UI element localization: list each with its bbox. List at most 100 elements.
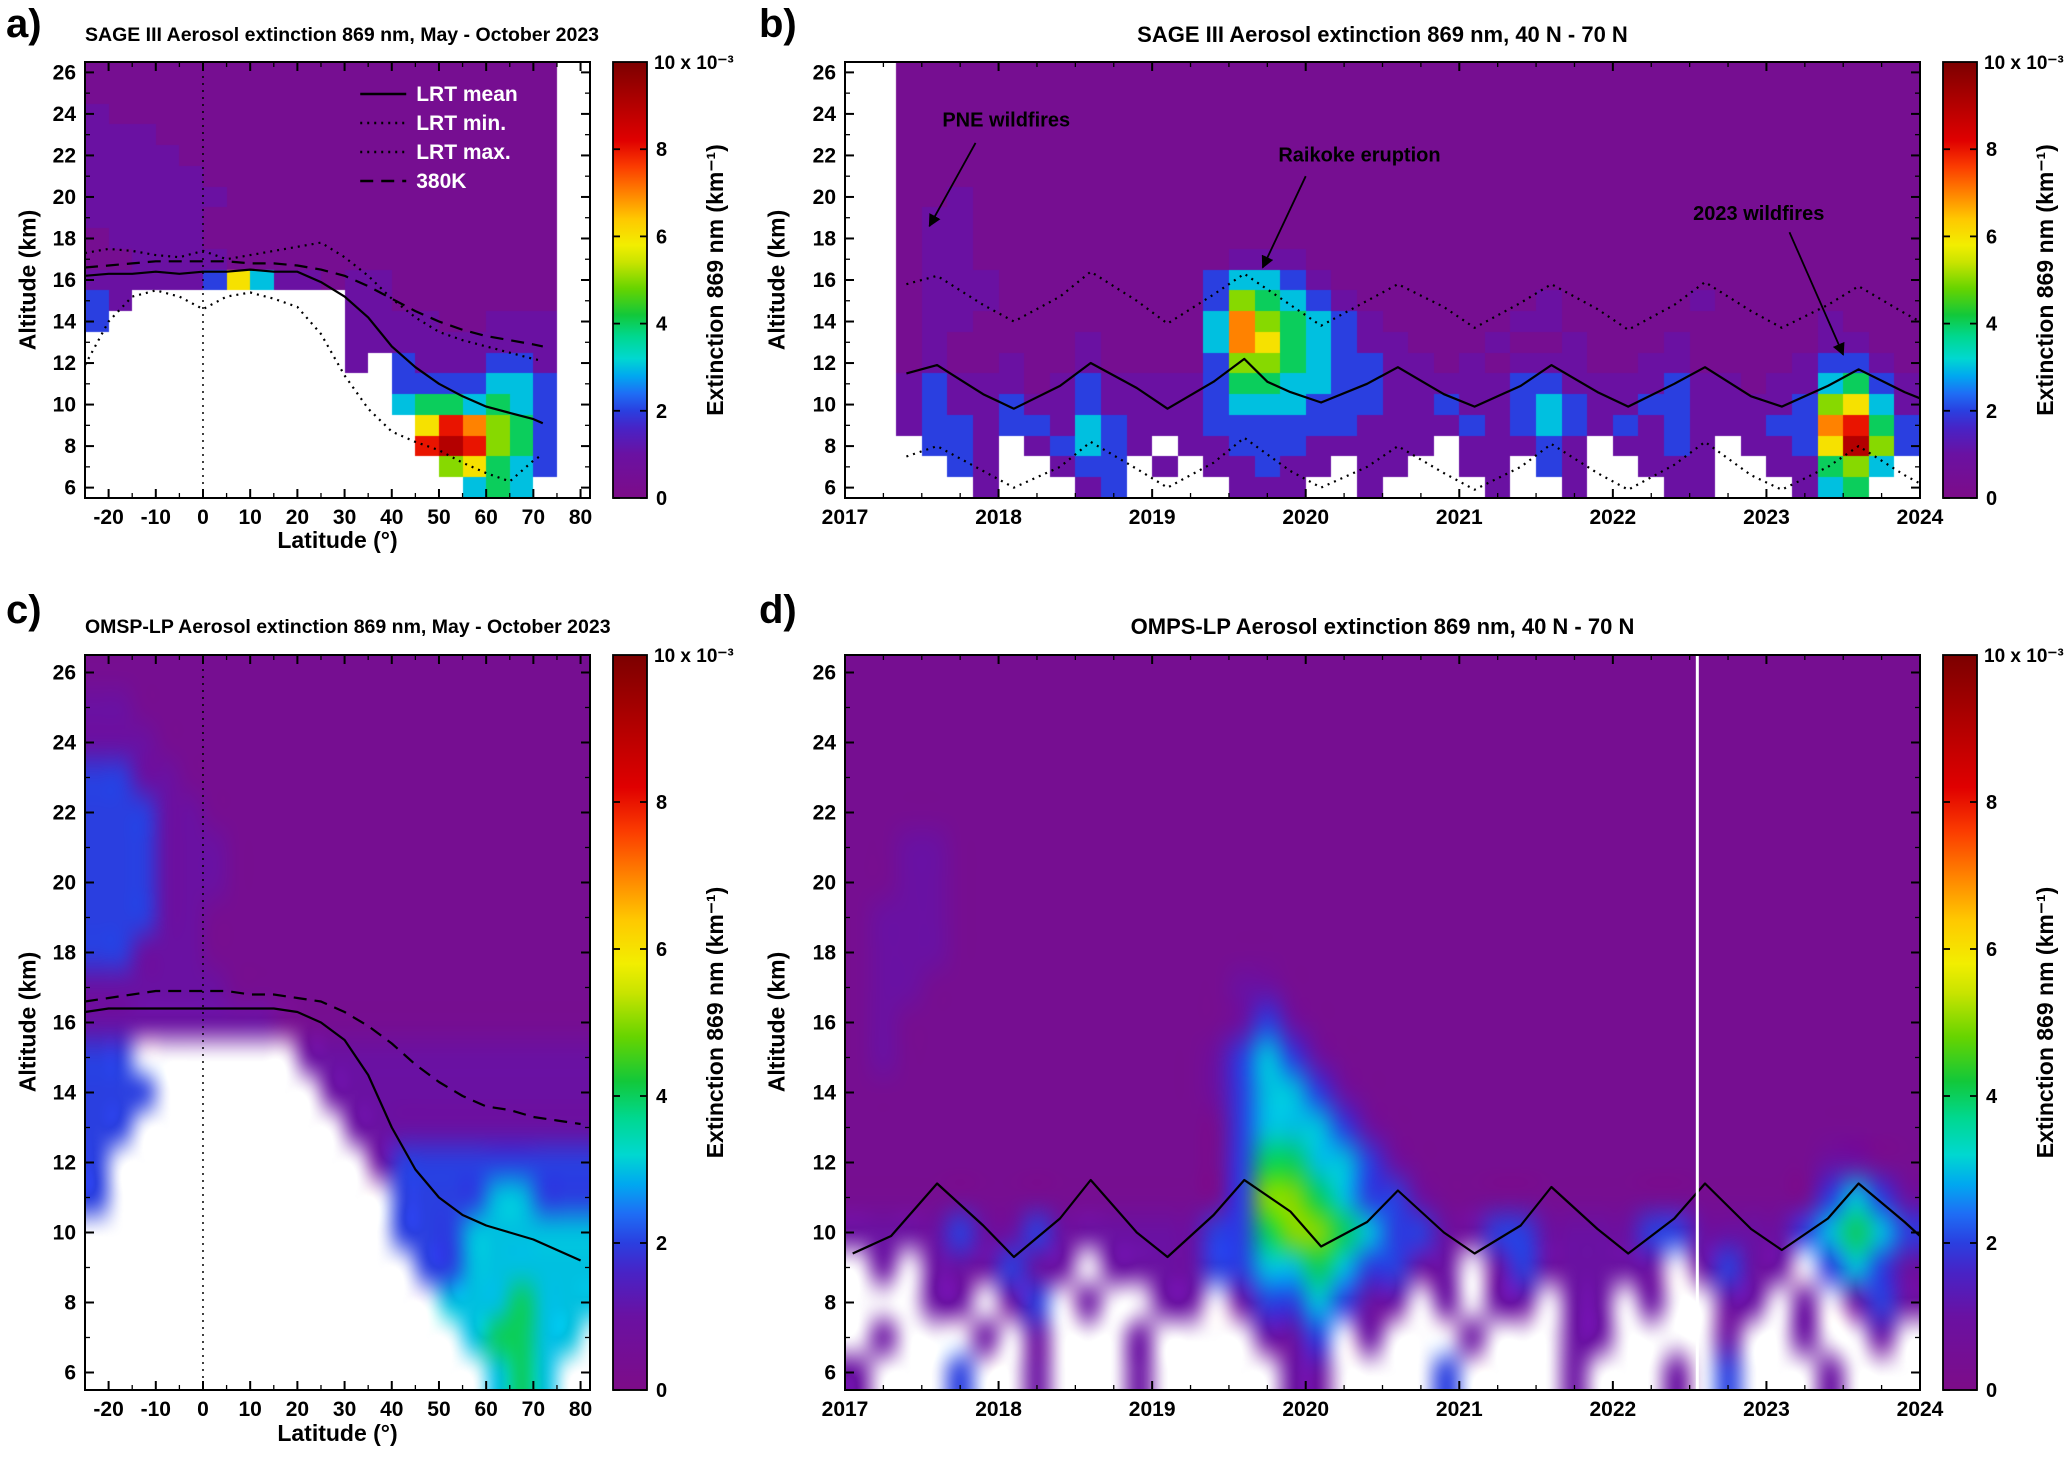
legend-label: LRT max. (416, 141, 511, 164)
colorbar-unit-label: Extinction 869 nm (km⁻¹) (702, 887, 728, 1159)
y-tick-label: 20 (53, 186, 76, 209)
y-tick-label: 12 (813, 1152, 836, 1175)
x-tick-label: 2024 (1897, 1398, 1944, 1421)
panel-letter-d: d) (759, 588, 797, 632)
y-tick-label: 22 (53, 144, 76, 167)
axis-ticks: -20 -10 0 10 20 30 40 50 60 70 80 6 8 10 12 14 16 18 20 22 2… (53, 655, 592, 1421)
annotation-label: Raikoke eruption (1278, 145, 1440, 167)
x-tick-label: 30 (333, 1398, 356, 1421)
y-tick-label: 24 (53, 732, 77, 755)
colorbar-tick-label: 6 (656, 939, 667, 961)
data-lines (906, 270, 1920, 491)
y-tick-label: 14 (53, 1082, 77, 1105)
y-tick-label: 10 (53, 1222, 76, 1245)
LRT mean-line (85, 268, 544, 425)
heatmap-canvas-d (845, 655, 1920, 1390)
legend-label: LRT mean (416, 83, 518, 106)
x-tick-label: 2019 (1129, 1398, 1176, 1421)
x-tick-label: 60 (474, 1398, 497, 1421)
x-tick-label: 0 (197, 506, 209, 529)
x-tick-label: 2017 (822, 1398, 869, 1421)
y-tick-label: 26 (53, 662, 76, 685)
x-tick-label: 50 (427, 1398, 450, 1421)
x-tick-label: 2022 (1589, 506, 1636, 529)
x-tick-label: 2021 (1436, 506, 1483, 529)
panel-title-b: SAGE III Aerosol extinction 869 nm, 40 N… (1137, 22, 1628, 47)
x-tick-label: 80 (569, 506, 592, 529)
colorbar-unit-label: Extinction 869 nm (km⁻¹) (702, 144, 728, 416)
y-tick-label: 20 (813, 186, 836, 209)
LRT mean-line (906, 357, 1920, 410)
heatmap-canvas-a (85, 62, 590, 498)
data-lines (852, 655, 1920, 1390)
y-tick-label: 16 (813, 1012, 836, 1035)
y-tick-label: 8 (64, 435, 76, 458)
y-tick-label: 10 (53, 394, 76, 417)
colorbar-tick-label: 8 (1986, 792, 1997, 814)
y-tick-label: 18 (813, 942, 837, 965)
colorbar-tick-label: 8 (656, 139, 667, 161)
y-tick-label: 6 (64, 477, 76, 500)
colorbar-unit-label: Extinction 869 nm (km⁻¹) (2032, 144, 2058, 416)
colorbar-tick-label: 6 (656, 226, 667, 248)
x-tick-label: 2022 (1589, 1398, 1636, 1421)
panel-c: c) OMSP-LP Aerosol extinction 869 nm, Ma… (0, 580, 745, 1474)
x-tick-label: 70 (522, 1398, 545, 1421)
x-tick-label: 2019 (1129, 506, 1176, 529)
x-tick-label: 0 (197, 1398, 209, 1421)
heatmap-canvas-c (85, 655, 590, 1390)
colorbar-top-label: 10 x 10⁻³ (1984, 53, 2064, 74)
y-tick-label: 22 (813, 802, 836, 825)
y-tick-label: 18 (53, 942, 77, 965)
colorbar-tick-label: 8 (1986, 139, 1997, 161)
colorbar-tick-label: 2 (1986, 1233, 1997, 1255)
y-tick-label: 18 (813, 227, 837, 250)
panel-letter-c: c) (6, 588, 42, 632)
x-tick-label: 2020 (1282, 1398, 1329, 1421)
y-tick-label: 24 (813, 103, 837, 126)
colorbar-tick-label: 6 (1986, 226, 1997, 248)
LRT mean-line (85, 1007, 582, 1262)
x-tick-label: 20 (286, 1398, 309, 1421)
x-tick-label: 50 (427, 506, 450, 529)
y-tick-label: 26 (813, 61, 836, 84)
y-tick-label: 22 (813, 144, 836, 167)
y-tick-label: 26 (53, 61, 76, 84)
colorbar-tick-label: 4 (656, 314, 668, 336)
y-tick-label: 12 (813, 352, 836, 375)
380K-line (85, 989, 581, 1126)
axis-ticks: -20 -10 0 10 20 30 40 50 60 70 80 6 8 10 12 14 16 18 20 22 2… (53, 61, 593, 529)
axes-overlay-b: PNE wildfires Raikoke eruption 2023 wildfi… (813, 53, 2064, 529)
x-tick-label: 30 (333, 506, 356, 529)
y-axis-label-a: Altitude (km) (14, 209, 41, 351)
x-tick-label: -10 (141, 1398, 171, 1421)
colorbar (612, 654, 648, 1391)
y-tick-label: 18 (53, 227, 77, 250)
colorbar-top-label: 10 x 10⁻³ (1984, 646, 2064, 667)
y-tick-label: 14 (813, 1082, 837, 1105)
x-tick-label: 2017 (822, 506, 869, 529)
x-axis-label-a: Latitude (°) (277, 527, 398, 553)
x-tick-label: 2023 (1743, 1398, 1790, 1421)
x-tick-label: 80 (569, 1398, 592, 1421)
colorbar-tick-label: 2 (656, 401, 667, 423)
colorbar-tick-label: 2 (1986, 401, 1997, 423)
x-tick-label: 2018 (975, 1398, 1022, 1421)
x-tick-label: 2024 (1897, 506, 1944, 529)
data-lines (85, 62, 544, 498)
y-tick-label: 16 (813, 269, 836, 292)
colorbar-tick-label: 0 (1986, 1380, 1997, 1402)
y-tick-label: 8 (64, 1292, 76, 1315)
y-tick-label: 6 (64, 1362, 76, 1385)
colorbar-tick-label: 4 (1986, 314, 1998, 336)
annotation-label: 2023 wildfires (1693, 203, 1824, 225)
plot-border (844, 654, 1921, 1391)
y-axis-label-b: Altitude (km) (763, 209, 790, 351)
y-axis-label-d: Altitude (km) (763, 951, 790, 1093)
plot-border (84, 61, 591, 499)
y-tick-label: 16 (53, 1012, 76, 1035)
colorbar-tick-label: 0 (656, 488, 667, 510)
y-tick-label: 16 (53, 269, 76, 292)
x-tick-label: 70 (522, 506, 545, 529)
x-tick-label: 20 (286, 506, 309, 529)
